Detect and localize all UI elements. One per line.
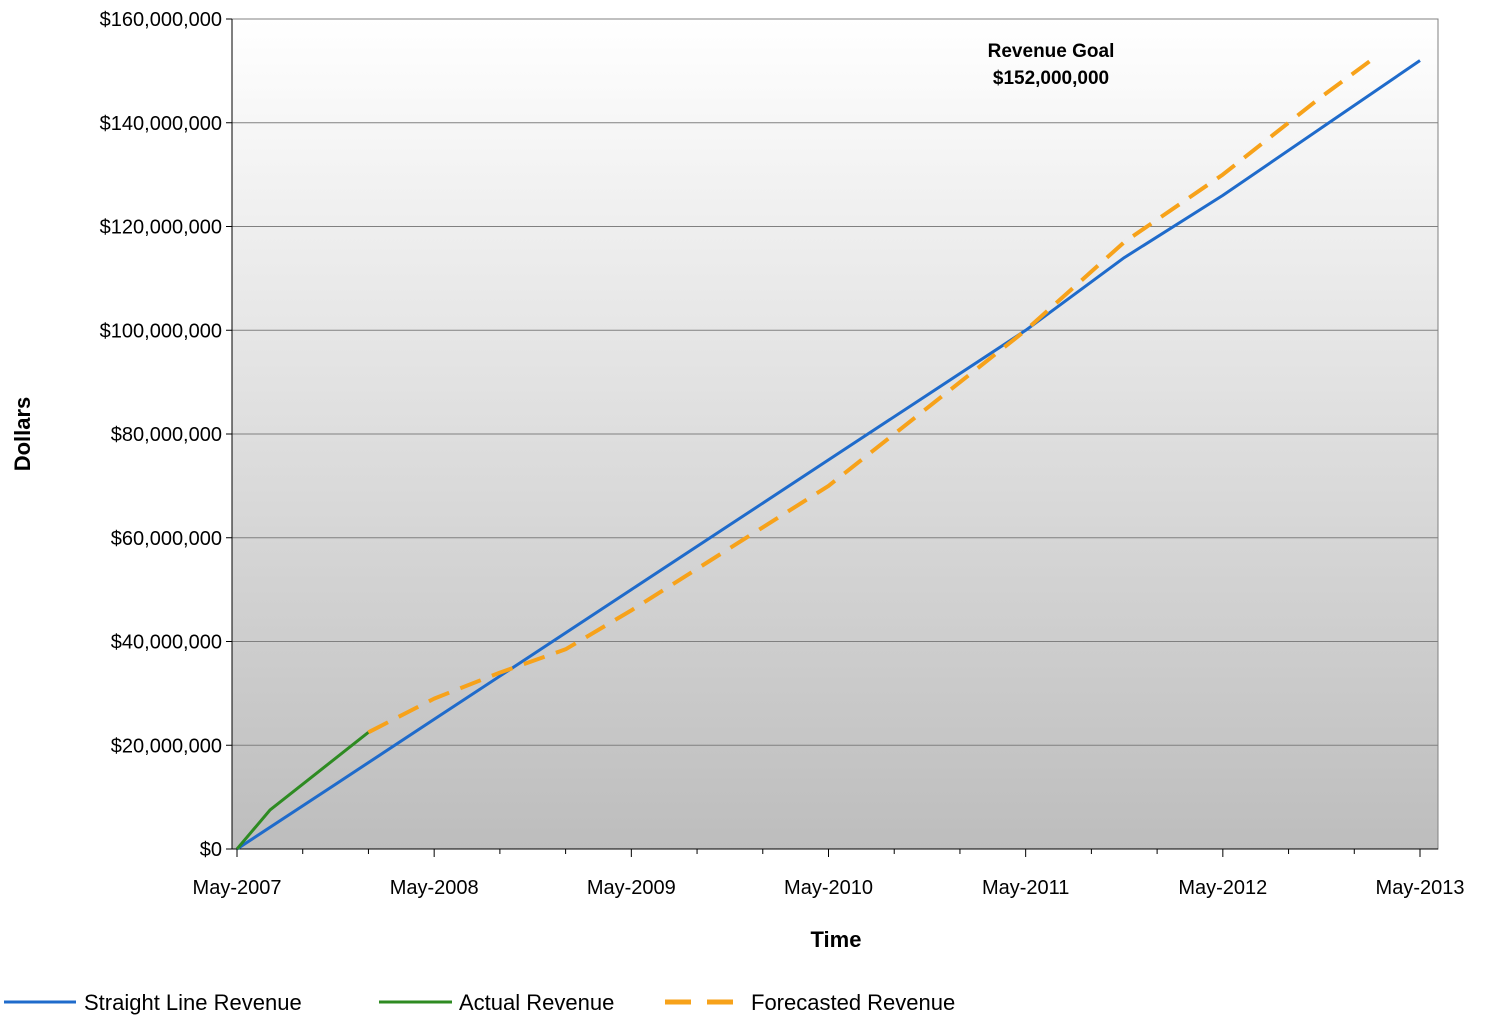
series (235, 58, 1421, 851)
legend: Straight Line Revenue Actual Revenue Forec… (4, 990, 955, 1015)
annotation: Revenue Goal $152,000,000 (988, 41, 1115, 89)
annotation-line-2: $152,000,000 (993, 68, 1109, 89)
y-tick-label: $160,000,000 (100, 9, 222, 31)
series-line-1 (236, 59, 1421, 851)
gridlines (232, 122, 1438, 746)
y-tick-label: $140,000,000 (100, 113, 222, 135)
y-tick-label: $120,000,000 (100, 217, 222, 239)
legend-label-1: Straight Line Revenue (84, 990, 302, 1015)
y-tick-label: $0 (200, 839, 222, 861)
x-tick-label: May-2011 (982, 877, 1069, 899)
x-tick-label: May-2012 (1178, 877, 1267, 899)
x-tick-label: May-2008 (390, 877, 479, 899)
y-tick-label: $80,000,000 (111, 424, 222, 446)
legend-label-3: Forecasted Revenue (751, 990, 955, 1015)
x-tick-label: May-2013 (1376, 877, 1465, 899)
x-tick-label: May-2010 (784, 877, 873, 899)
x-tick-label: May-2007 (193, 877, 282, 899)
y-tick-label: $60,000,000 (111, 528, 222, 550)
series-line-3 (367, 58, 1372, 735)
series-line-2 (235, 731, 370, 850)
y-tick-label: $40,000,000 (111, 632, 222, 654)
y-axis-title: Dollars (10, 397, 35, 472)
annotation-line-1: Revenue Goal (988, 41, 1115, 62)
x-axis-title: Time (811, 927, 862, 952)
legend-label-2: Actual Revenue (459, 990, 614, 1015)
y-tick-label: $100,000,000 (100, 320, 222, 342)
axes: $0 $20,000,000 $40,000,000 $60,000,000 $80,0… (100, 9, 1465, 899)
x-tick-label: May-2009 (587, 877, 676, 899)
y-tick-label: $20,000,000 (111, 735, 222, 757)
